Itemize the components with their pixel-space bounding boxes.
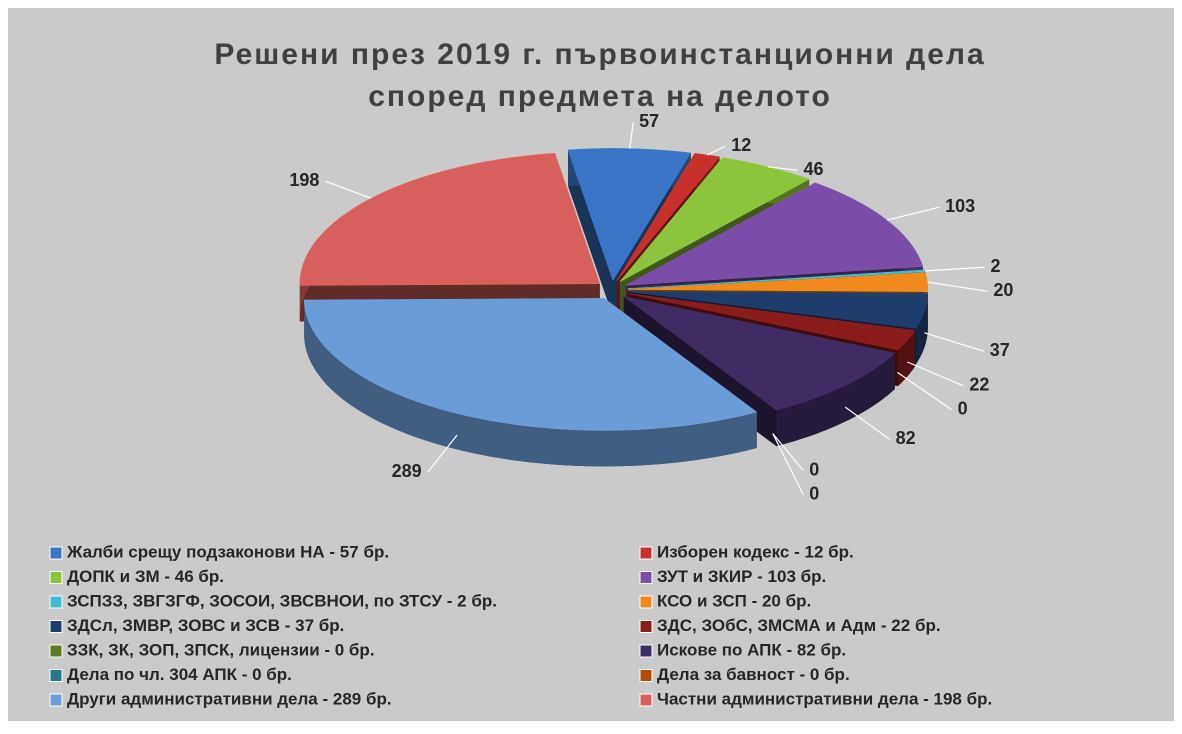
leader-line xyxy=(767,166,798,171)
legend-swatch xyxy=(49,669,63,682)
slice xyxy=(616,153,721,282)
slice-side xyxy=(897,330,915,387)
data-label: 289 xyxy=(392,461,422,481)
legend-swatch xyxy=(49,620,63,633)
pie-tops xyxy=(299,148,929,431)
leader-line xyxy=(886,206,940,221)
slice xyxy=(567,148,692,281)
legend-swatch xyxy=(49,693,63,707)
leader-line xyxy=(907,361,964,387)
legend-swatch xyxy=(49,595,63,609)
leader-line xyxy=(325,180,372,199)
slice xyxy=(627,291,929,329)
data-label: 46 xyxy=(804,159,824,179)
slice-cut xyxy=(568,149,613,317)
leader-line xyxy=(925,266,985,272)
leader-line xyxy=(924,332,984,352)
legend-label: Жалби срещу подзаконови НА - 57 бр. xyxy=(66,542,389,561)
slice xyxy=(627,272,929,292)
legend-label: ЗУТ и ЗКИР - 103 бр. xyxy=(657,567,826,586)
data-label: 0 xyxy=(809,483,819,503)
data-label: 22 xyxy=(969,375,989,395)
legend-label: КСО и ЗСП - 20 бр. xyxy=(657,591,811,610)
legend-swatch xyxy=(49,571,63,584)
leader-line xyxy=(706,145,726,156)
slice xyxy=(625,182,924,286)
data-label: 12 xyxy=(731,135,751,155)
slice xyxy=(623,296,896,411)
legend-label: Дела по чл. 304 АПК - 0 бр. xyxy=(67,665,292,684)
slice-side xyxy=(304,300,757,467)
legend-swatch xyxy=(49,644,63,658)
data-label: 198 xyxy=(289,170,319,190)
legend-label: Други административни дела - 289 бр. xyxy=(67,689,392,708)
chart-title: Решени през 2019 г. първоинстанционни де… xyxy=(214,38,985,71)
legend-label: Частни административни дела - 198 бр. xyxy=(657,689,992,708)
legend-swatch xyxy=(639,669,653,682)
chart-title: според предмета на делото xyxy=(368,80,832,113)
legend-label: Искове по АПК - 82 бр. xyxy=(657,640,846,659)
data-label: 57 xyxy=(639,111,659,131)
slice-side xyxy=(776,353,895,447)
data-label: 103 xyxy=(945,196,975,216)
data-label: 82 xyxy=(896,428,916,448)
legend-swatch xyxy=(639,595,653,609)
leader-line xyxy=(844,406,890,440)
data-label: 37 xyxy=(990,340,1010,360)
data-label: 2 xyxy=(991,256,1001,276)
legend-swatch xyxy=(639,620,653,633)
leader-line xyxy=(927,281,988,292)
legend-label: ЗДС, ЗОбС, ЗМСМА и Адм - 22 бр. xyxy=(657,616,941,635)
data-label: 20 xyxy=(993,280,1013,300)
slice xyxy=(303,298,758,431)
leader-line xyxy=(772,433,804,472)
slice-side xyxy=(915,293,928,365)
legend-label: ЗЗК, ЗК, ЗОП, ЗПСК, лицензии - 0 бр. xyxy=(67,640,375,659)
data-label: 0 xyxy=(958,399,968,419)
legend-swatch xyxy=(639,693,653,707)
legend-swatch xyxy=(49,546,63,560)
legend-label: Дела за бавност - 0 бр. xyxy=(657,665,850,684)
legend-swatch xyxy=(639,644,653,658)
leader-line xyxy=(772,433,804,495)
leader-line xyxy=(427,434,458,473)
leader-line xyxy=(897,371,952,411)
legend-swatch xyxy=(639,571,653,584)
legend-label: ДОПК и ЗМ - 46 бр. xyxy=(67,567,224,586)
legend-label: Изборен кодекс - 12 бр. xyxy=(657,542,854,561)
slice xyxy=(626,293,916,351)
legend-label: ЗСПЗЗ, ЗВГЗГФ, ЗОСОИ, ЗВСВНОИ, по ЗТСУ -… xyxy=(67,591,497,610)
legend-label: ЗДСл, ЗМВР, ЗОВС и ЗСВ - 37 бр. xyxy=(67,616,344,635)
legend-swatch xyxy=(639,546,653,560)
leader-line xyxy=(629,122,634,149)
data-label: 0 xyxy=(809,459,819,479)
